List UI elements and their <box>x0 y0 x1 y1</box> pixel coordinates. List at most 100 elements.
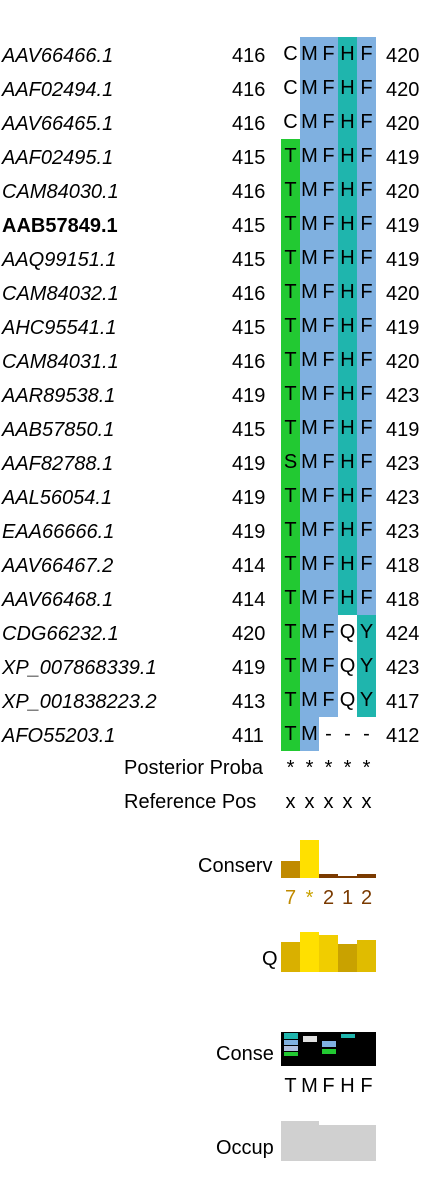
alignment-row: AAF02494.1 416 C M F H F 420 <box>0 71 445 105</box>
residue-cell: F <box>319 683 338 717</box>
residue-cell: Q <box>339 621 356 643</box>
sequence-name[interactable]: AAR89538.1 <box>2 385 116 407</box>
sequence-name[interactable]: EAA66666.1 <box>2 521 115 543</box>
sequence-name[interactable]: AAF02494.1 <box>2 79 114 101</box>
sequence-name[interactable]: AAV66468.1 <box>2 589 114 611</box>
reference-mark: x <box>285 791 296 813</box>
reference-mark: x <box>323 791 334 813</box>
sequence-name[interactable]: AAB57850.1 <box>2 419 115 441</box>
residue-cell: Q <box>339 655 356 677</box>
sequence-name[interactable]: CDG66232.1 <box>2 623 119 645</box>
residue-cell: T <box>281 139 300 173</box>
residue-cell: H <box>338 547 357 581</box>
alignment-row: AAV66468.1 414 T M F H F 418 <box>0 581 445 615</box>
residue-cell: T <box>281 581 300 615</box>
posterior-probability-label: Posterior Proba <box>124 757 263 779</box>
residue-cell: Y <box>357 649 376 683</box>
residue-cell: T <box>281 241 300 275</box>
sequence-start-position: 415 <box>232 317 266 339</box>
sequence-start-position: 415 <box>232 147 266 169</box>
sequence-start-position: 413 <box>232 691 266 713</box>
conservation-bar <box>300 840 319 878</box>
conservation-bar <box>338 876 357 878</box>
sequence-end-position: 423 <box>386 657 420 679</box>
sequence-end-position: 420 <box>386 113 420 135</box>
residue-cell: F <box>357 37 376 71</box>
sequence-end-position: 418 <box>386 589 420 611</box>
sequence-name[interactable]: AFO55203.1 <box>2 725 116 747</box>
sequence-name[interactable]: AAB57849.1 <box>2 215 118 237</box>
consensus-residue: F <box>360 1075 373 1097</box>
residue-cell: F <box>357 377 376 411</box>
sequence-name[interactable]: XP_007868339.1 <box>2 657 157 679</box>
quality-label: Q <box>262 948 278 970</box>
residue-cell: C <box>283 77 298 99</box>
sequence-name[interactable]: XP_001838223.2 <box>2 691 157 713</box>
residue-cell: T <box>281 343 300 377</box>
alignment-row: AAB57850.1 415 T M F H F 419 <box>0 411 445 445</box>
residue-cell: Y <box>357 615 376 649</box>
residue-cell: T <box>281 717 300 751</box>
sequence-name[interactable]: CAM84032.1 <box>2 283 119 305</box>
conservation-bar <box>319 874 338 878</box>
conservation-score: 2 <box>360 887 373 909</box>
residue-cell: F <box>319 547 338 581</box>
sequence-end-position: 423 <box>386 521 420 543</box>
residue-cell: F <box>319 581 338 615</box>
sequence-name[interactable]: AAV66467.2 <box>2 555 114 577</box>
sequence-name[interactable]: AAF82788.1 <box>2 453 114 475</box>
residue-cell: H <box>338 105 357 139</box>
sequence-name[interactable]: AAV66465.1 <box>2 113 114 135</box>
sequence-end-position: 417 <box>386 691 420 713</box>
residue-cell: - <box>325 723 332 745</box>
sequence-name[interactable]: AAL56054.1 <box>2 487 113 509</box>
sequence-name[interactable]: AAF02495.1 <box>2 147 114 169</box>
residue-cell: T <box>281 513 300 547</box>
alignment-row: AAL56054.1 419 T M F H F 423 <box>0 479 445 513</box>
sequence-start-position: 416 <box>232 45 266 67</box>
residue-cell: F <box>357 71 376 105</box>
posterior-mark: * <box>343 757 352 779</box>
sequence-start-position: 419 <box>232 487 266 509</box>
conservation-score: 7 <box>284 887 297 909</box>
consensus-residue: F <box>322 1075 335 1097</box>
quality-bar <box>357 940 376 972</box>
residue-cell: F <box>319 377 338 411</box>
sequence-end-position: 419 <box>386 215 420 237</box>
alignment-row: CAM84031.1 416 T M F H F 420 <box>0 343 445 377</box>
residue-cell: M <box>300 513 319 547</box>
consensus-logo-glyphs <box>284 1033 355 1056</box>
sequence-name[interactable]: AAQ99151.1 <box>2 249 117 271</box>
alignment-row: AAQ99151.1 415 T M F H F 419 <box>0 241 445 275</box>
residue-cell: M <box>300 275 319 309</box>
residue-cell: F <box>319 207 338 241</box>
residue-cell: F <box>319 71 338 105</box>
residue-cell: T <box>281 309 300 343</box>
sequence-end-position: 420 <box>386 351 420 373</box>
alignment-row: AAF02495.1 415 T M F H F 419 <box>0 139 445 173</box>
residue-cell: M <box>300 309 319 343</box>
sequence-start-position: 419 <box>232 521 266 543</box>
residue-cell: F <box>357 309 376 343</box>
sequence-name[interactable]: AAV66466.1 <box>2 45 114 67</box>
residue-cell: T <box>281 275 300 309</box>
residue-cell: M <box>300 173 319 207</box>
residue-cell: H <box>338 513 357 547</box>
sequence-end-position: 420 <box>386 79 420 101</box>
sequence-end-position: 412 <box>386 725 420 747</box>
alignment-row: AAR89538.1 419 T M F H F 423 <box>0 377 445 411</box>
sequence-name[interactable]: CAM84030.1 <box>2 181 119 203</box>
alignment-row: EAA66666.1 419 T M F H F 423 <box>0 513 445 547</box>
sequence-name[interactable]: CAM84031.1 <box>2 351 119 373</box>
consensus-residue: M <box>301 1075 318 1097</box>
residue-cell: F <box>357 479 376 513</box>
alignment-row: AAV66466.1 416 C M F H F 420 <box>0 37 445 71</box>
residue-cell: M <box>300 139 319 173</box>
consensus-label: Conse <box>216 1043 274 1065</box>
alignment-row: CAM84032.1 416 T M F H F 420 <box>0 275 445 309</box>
residue-cell: H <box>338 173 357 207</box>
residue-cell: F <box>319 139 338 173</box>
residue-cell: T <box>281 411 300 445</box>
sequence-name[interactable]: AHC95541.1 <box>2 317 117 339</box>
residue-cell: F <box>319 649 338 683</box>
